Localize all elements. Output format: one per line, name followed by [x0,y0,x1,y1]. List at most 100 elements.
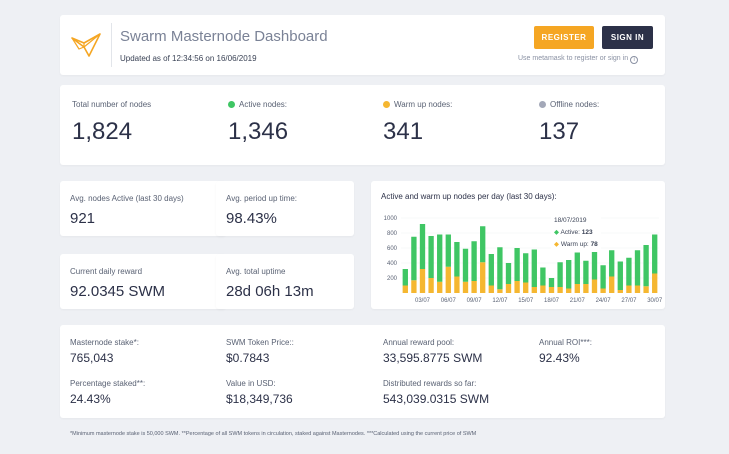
bar-warm-up[interactable] [609,276,615,294]
tooltip-active-marker-icon: ◆ [554,229,559,236]
bar-warm-up[interactable] [471,281,477,293]
metamask-hint-text: Use metamask to register or sign in [518,55,629,62]
bar-warm-up[interactable] [626,285,632,294]
bar-active[interactable] [462,248,469,282]
bar-warm-up[interactable] [548,287,555,293]
bar-warm-up[interactable] [505,284,512,293]
daily-reward-card: Current daily reward 92.0345 SWM [60,254,226,309]
bar-active[interactable] [583,260,589,284]
node-stats-card: Total number of nodes 1,824 Active nodes… [60,85,665,165]
page-title: Swarm Masternode Dashboard [120,28,328,45]
bar-active[interactable] [591,250,598,280]
bar-active[interactable] [497,247,503,290]
bar-warm-up[interactable] [574,284,580,293]
bar-warm-up[interactable] [428,278,434,293]
bar-warm-up[interactable] [437,281,443,293]
chart-tooltip: 18/07/2019 ◆ Active: 123 ◆ Warm up: 78 [551,214,601,252]
warm-nodes-value: 341 [383,118,424,145]
bar-active[interactable] [540,267,546,286]
bar-active[interactable] [574,252,580,285]
bar-active[interactable] [411,236,417,281]
bar-active[interactable] [600,265,606,289]
bar-warm-up[interactable] [419,269,426,293]
bar-warm-up[interactable] [617,290,623,293]
avg-uptime-value: 98.43% [226,210,277,227]
bar-warm-up[interactable] [566,288,572,294]
active-nodes-label: Active nodes: [239,100,288,109]
bar-active[interactable] [437,234,443,282]
info-icon[interactable]: i [630,56,639,64]
bar-active[interactable] [626,257,632,286]
bar-warm-up[interactable] [497,289,503,293]
sign-in-button[interactable]: SIGN IN [602,26,653,49]
bar-warm-up[interactable] [591,279,598,294]
paper-plane-bird-icon [71,33,101,57]
tooltip-warm-value: 78 [590,241,598,248]
total-uptime-label: Avg. total uptime [226,267,286,276]
bar-warm-up[interactable] [557,287,563,293]
bar-warm-up[interactable] [480,262,486,293]
bar-warm-up[interactable] [523,282,529,294]
active-dot-icon [228,101,235,108]
bar-warm-up[interactable] [540,285,546,294]
distributed-value: 543,039.0315 SWM [383,392,490,406]
bar-active[interactable] [419,224,426,269]
usd-value-item: Value in USD: $18,349,736 [226,379,293,406]
x-tick-label: 12/07 [492,298,508,304]
nodes-per-day-chart[interactable]: 200 400 600 800 1000 03/07 06/07 09/07 12/07 15/0… [371,181,665,309]
bar-warm-up[interactable] [634,285,641,294]
bar-active[interactable] [454,242,460,277]
bar-active[interactable] [566,260,572,289]
bar-active[interactable] [531,249,537,288]
tooltip-warm-marker-icon: ◆ [554,241,559,248]
bar-warm-up[interactable] [445,266,451,293]
bar-warm-up[interactable] [402,285,408,294]
pct-staked-item: Percentage staked**: 24.43% [70,379,145,406]
bar-active[interactable] [505,263,512,284]
register-button[interactable]: REGISTER [534,26,594,49]
y-tick-label: 200 [387,276,398,282]
bar-active[interactable] [428,236,434,278]
bar-active[interactable] [557,262,563,287]
avg-uptime-card: Avg. period up time: 98.43% [216,181,354,236]
total-nodes-label: Total number of nodes [72,100,152,109]
bar-active[interactable] [480,226,486,263]
bar-warm-up[interactable] [583,284,589,293]
distributed-label: Distributed rewards so far: [383,379,477,388]
bar-warm-up[interactable] [531,287,537,293]
bar-warm-up[interactable] [652,273,658,294]
warm-dot-icon [383,101,390,108]
bar-warm-up[interactable] [488,285,494,294]
bar-warm-up[interactable] [454,276,460,294]
bar-warm-up[interactable] [514,281,520,293]
tooltip-warm-label: Warm up: [560,241,589,248]
bar-active[interactable] [402,269,408,286]
bar-warm-up[interactable] [600,288,606,294]
x-tick-label: 21/07 [570,298,586,304]
footnote: *Minimum masternode stake is 50,000 SWM.… [70,431,477,437]
bar-warm-up[interactable] [462,281,469,293]
chart-title: Active and warm up nodes per day (last 3… [381,192,557,201]
x-tick-label: 06/07 [441,298,457,304]
bar-active[interactable] [617,261,623,291]
bar-warm-up[interactable] [643,286,649,293]
bar-active[interactable] [471,241,477,281]
bar-active[interactable] [548,278,555,287]
bar-active[interactable] [643,245,649,287]
bar-active[interactable] [652,234,658,274]
header-card: Swarm Masternode Dashboard Updated as of… [60,15,665,75]
bar-active[interactable] [488,254,494,286]
bar-warm-up[interactable] [411,280,417,293]
bar-active[interactable] [634,250,641,286]
pool-label: Annual reward pool: [383,338,455,347]
bar-active[interactable] [523,253,529,283]
stake-value: 765,043 [70,351,114,365]
bar-active[interactable] [445,234,451,267]
bar-active[interactable] [609,250,615,277]
x-tick-label: 03/07 [415,298,431,304]
daily-reward-value: 92.0345 SWM [70,283,166,300]
bar-active[interactable] [514,248,520,281]
x-tick-label: 09/07 [467,298,483,304]
usd-value-value: $18,349,736 [226,392,293,406]
offline-nodes-value: 137 [539,118,580,145]
